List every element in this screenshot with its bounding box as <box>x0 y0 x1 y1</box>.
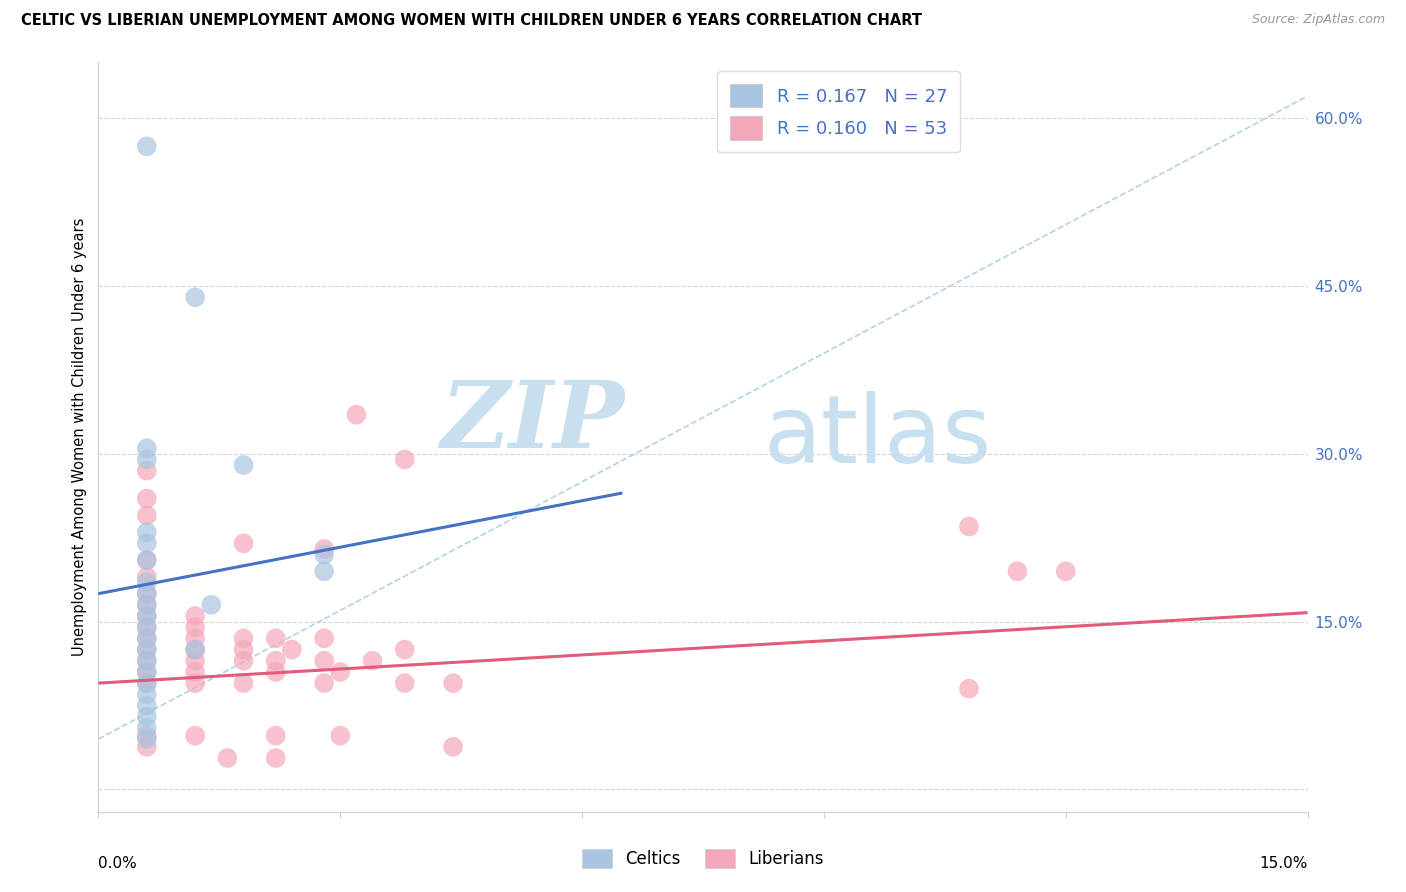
Text: 15.0%: 15.0% <box>1260 856 1308 871</box>
Point <box>135 632 157 646</box>
Point <box>1007 564 1029 578</box>
Point <box>135 732 157 747</box>
Point <box>135 525 157 540</box>
Point <box>184 654 207 668</box>
Point <box>135 620 157 634</box>
Point <box>135 536 157 550</box>
Point <box>957 681 980 696</box>
Point <box>344 408 367 422</box>
Point <box>135 508 157 523</box>
Point <box>394 676 416 690</box>
Point <box>314 548 336 562</box>
Point <box>184 676 207 690</box>
Point <box>135 654 157 668</box>
Point <box>135 598 157 612</box>
Point <box>217 751 239 765</box>
Point <box>135 442 157 456</box>
Point <box>135 676 157 690</box>
Point <box>135 609 157 624</box>
Text: Source: ZipAtlas.com: Source: ZipAtlas.com <box>1251 13 1385 27</box>
Point <box>394 452 416 467</box>
Point <box>184 290 207 304</box>
Point <box>232 458 254 472</box>
Point <box>135 642 157 657</box>
Text: CELTIC VS LIBERIAN UNEMPLOYMENT AMONG WOMEN WITH CHILDREN UNDER 6 YEARS CORRELAT: CELTIC VS LIBERIAN UNEMPLOYMENT AMONG WO… <box>21 13 922 29</box>
Point <box>135 642 157 657</box>
Point <box>184 620 207 634</box>
Point <box>264 729 287 743</box>
Point <box>232 642 254 657</box>
Point <box>314 654 336 668</box>
Point <box>264 654 287 668</box>
Point <box>135 491 157 506</box>
Point <box>232 536 254 550</box>
Point <box>184 665 207 679</box>
Point <box>184 642 207 657</box>
Point <box>135 632 157 646</box>
Point <box>264 632 287 646</box>
Text: ZIP: ZIP <box>440 377 624 467</box>
Point <box>184 642 207 657</box>
Point <box>329 665 352 679</box>
Point <box>135 665 157 679</box>
Point <box>200 598 222 612</box>
Point <box>135 665 157 679</box>
Point <box>135 452 157 467</box>
Point <box>281 642 304 657</box>
Text: 0.0%: 0.0% <box>98 856 138 871</box>
Point <box>135 729 157 743</box>
Legend: R = 0.167   N = 27, R = 0.160   N = 53: R = 0.167 N = 27, R = 0.160 N = 53 <box>717 71 960 153</box>
Y-axis label: Unemployment Among Women with Children Under 6 years: Unemployment Among Women with Children U… <box>72 218 87 657</box>
Point <box>135 676 157 690</box>
Point <box>361 654 384 668</box>
Point <box>135 575 157 590</box>
Point <box>232 632 254 646</box>
Point <box>135 654 157 668</box>
Point <box>135 721 157 735</box>
Point <box>184 632 207 646</box>
Legend: Celtics, Liberians: Celtics, Liberians <box>575 842 831 875</box>
Point <box>314 632 336 646</box>
Point <box>232 676 254 690</box>
Point <box>135 620 157 634</box>
Point <box>184 729 207 743</box>
Point <box>314 541 336 556</box>
Point <box>135 139 157 153</box>
Point <box>1054 564 1077 578</box>
Point <box>135 570 157 584</box>
Point <box>135 464 157 478</box>
Point <box>314 564 336 578</box>
Point <box>264 665 287 679</box>
Point <box>135 687 157 701</box>
Point <box>135 553 157 567</box>
Point <box>441 676 464 690</box>
Point <box>184 609 207 624</box>
Point <box>135 587 157 601</box>
Point <box>135 598 157 612</box>
Point <box>441 739 464 754</box>
Text: atlas: atlas <box>763 391 991 483</box>
Point <box>135 553 157 567</box>
Point <box>232 654 254 668</box>
Point <box>329 729 352 743</box>
Point <box>957 519 980 533</box>
Point <box>135 739 157 754</box>
Point <box>135 609 157 624</box>
Point <box>135 698 157 713</box>
Point <box>314 676 336 690</box>
Point <box>135 587 157 601</box>
Point <box>135 709 157 723</box>
Point <box>264 751 287 765</box>
Point <box>394 642 416 657</box>
